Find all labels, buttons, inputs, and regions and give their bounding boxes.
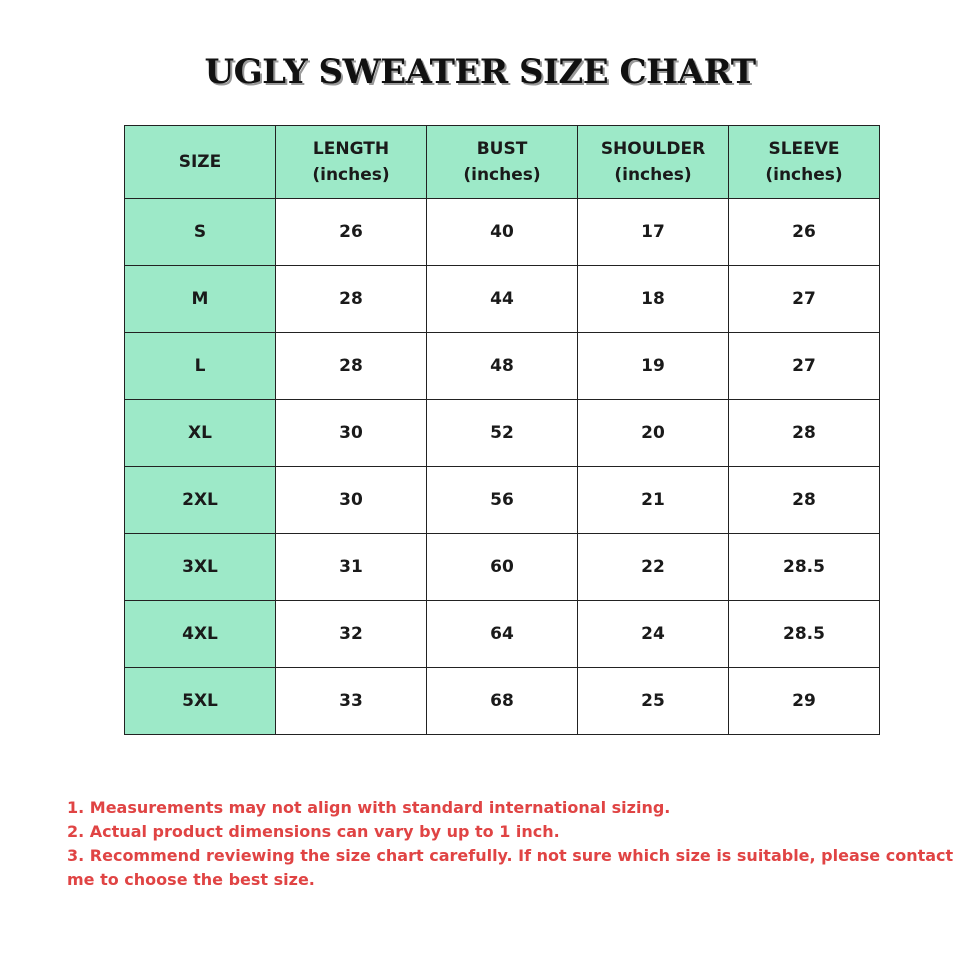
measure-cell: 21 [577, 466, 729, 534]
measure-cell: 56 [426, 466, 578, 534]
measure-cell: 31 [275, 533, 427, 601]
measure-cell: 28 [728, 399, 880, 467]
measure-cell: 26 [275, 198, 427, 266]
measure-cell: 32 [275, 600, 427, 668]
table-row: XL 30 52 20 28 [124, 399, 880, 467]
header-row: SIZE LENGTH (inches) BUST (inches) SHOULDER (i… [124, 125, 880, 199]
measure-cell: 29 [728, 667, 880, 735]
measure-cell: 64 [426, 600, 578, 668]
measure-cell: 28.5 [728, 533, 880, 601]
measure-cell: 48 [426, 332, 578, 400]
size-table: SIZE LENGTH (inches) BUST (inches) SHOULDER (i… [124, 125, 880, 735]
header-line: SIZE [178, 152, 222, 172]
measure-cell: 68 [426, 667, 578, 735]
measure-cell: 20 [577, 399, 729, 467]
measure-cell: 25 [577, 667, 729, 735]
column-header: SIZE [124, 125, 276, 199]
size-cell: M [124, 265, 276, 333]
measure-cell: 40 [426, 198, 578, 266]
header-line: (inches) [614, 165, 692, 185]
header-line: SLEEVE [768, 139, 840, 159]
table-row: S 26 40 17 26 [124, 198, 880, 266]
size-cell: L [124, 332, 276, 400]
note: 3. Recommend reviewing the size chart ca… [67, 846, 954, 889]
header-line: (inches) [765, 165, 843, 185]
column-header: SHOULDER (inches) [577, 125, 729, 199]
header-line: (inches) [463, 165, 541, 185]
column-header: BUST (inches) [426, 125, 578, 199]
measure-cell: 28 [275, 332, 427, 400]
size-cell: S [124, 198, 276, 266]
measure-cell: 28 [728, 466, 880, 534]
measure-cell: 19 [577, 332, 729, 400]
size-cell: 2XL [124, 466, 276, 534]
measure-cell: 30 [275, 466, 427, 534]
size-cell: XL [124, 399, 276, 467]
measure-cell: 52 [426, 399, 578, 467]
header-line: BUST [476, 139, 528, 159]
note: 1. Measurements may not align with stand… [67, 798, 671, 817]
measure-cell: 44 [426, 265, 578, 333]
notes: 1. Measurements may not align with stand… [67, 796, 957, 892]
size-cell: 3XL [124, 533, 276, 601]
size-cell: 5XL [124, 667, 276, 735]
header-line: SHOULDER [600, 139, 706, 159]
title: UGLY SWEATER SIZE CHART [204, 52, 756, 92]
column-header: SLEEVE (inches) [728, 125, 880, 199]
measure-cell: 18 [577, 265, 729, 333]
note: 2. Actual product dimensions can vary by… [67, 822, 560, 841]
measure-cell: 33 [275, 667, 427, 735]
header-line: (inches) [312, 165, 390, 185]
table-row: 2XL 30 56 21 28 [124, 466, 880, 534]
measure-cell: 60 [426, 533, 578, 601]
size-cell: 4XL [124, 600, 276, 668]
table-body: S 26 40 17 26 M 28 44 18 27 L 28 48 19 27 XL 30 52 20 28 2XL… [124, 198, 880, 735]
measure-cell: 26 [728, 198, 880, 266]
table-row: 4XL 32 64 24 28.5 [124, 600, 880, 668]
table-row: 5XL 33 68 25 29 [124, 667, 880, 735]
measure-cell: 27 [728, 332, 880, 400]
measure-cell: 30 [275, 399, 427, 467]
measure-cell: 28 [275, 265, 427, 333]
column-header: LENGTH (inches) [275, 125, 427, 199]
table-row: 3XL 31 60 22 28.5 [124, 533, 880, 601]
measure-cell: 24 [577, 600, 729, 668]
measure-cell: 17 [577, 198, 729, 266]
header-line: LENGTH [312, 139, 390, 159]
measure-cell: 22 [577, 533, 729, 601]
measure-cell: 27 [728, 265, 880, 333]
table-row: M 28 44 18 27 [124, 265, 880, 333]
table-row: L 28 48 19 27 [124, 332, 880, 400]
measure-cell: 28.5 [728, 600, 880, 668]
